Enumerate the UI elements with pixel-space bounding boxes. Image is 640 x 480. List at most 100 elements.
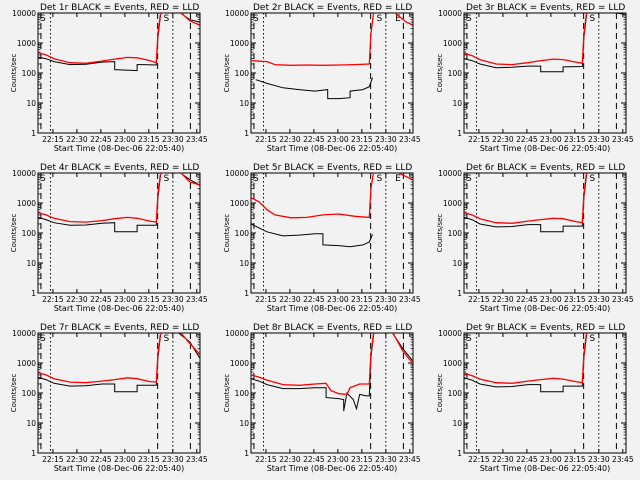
events-series-line: [464, 333, 588, 393]
x-axis-label: Start Time (08-Dec-06 22:05:40): [267, 144, 398, 153]
panel-title: Det 2r BLACK = Events, RED = LLD: [253, 3, 412, 13]
x-tick-label: 22:45: [303, 455, 325, 464]
x-tick-label: 23:00: [327, 295, 349, 304]
x-tick-label: 22:30: [492, 135, 514, 144]
x-tick-label: 22:30: [66, 295, 88, 304]
y-tick-label: 1: [457, 129, 462, 138]
y-tick-label: 10: [26, 99, 36, 108]
y-tick-label: 10000: [225, 329, 249, 338]
x-tick-label: 23:15: [564, 455, 586, 464]
segment-marker-label: S: [466, 174, 472, 184]
panel-title: Det 9r BLACK = Events, RED = LLD: [466, 323, 625, 333]
y-tick-label: 100: [22, 229, 37, 238]
segment-marker-label: S: [590, 14, 596, 24]
y-tick-label: 1000: [230, 39, 249, 48]
x-tick-label: 23:30: [162, 135, 184, 144]
x-axis-label: Start Time (08-Dec-06 22:05:40): [480, 304, 611, 313]
y-tick-label: 1000: [443, 39, 462, 48]
y-tick-label: 100: [448, 389, 463, 398]
y-tick-label: 10: [452, 419, 462, 428]
x-tick-label: 23:15: [564, 135, 586, 144]
x-tick-label: 23:30: [375, 135, 397, 144]
segment-marker-label: S: [40, 14, 46, 24]
y-tick-label: 1: [31, 449, 36, 458]
y-tick-label: 10: [239, 259, 249, 268]
events-series-line: [255, 77, 373, 100]
x-tick-label: 23:15: [138, 455, 160, 464]
x-tick-label: 23:00: [114, 455, 136, 464]
lld-series-line: [38, 13, 200, 64]
x-tick-label: 23:45: [399, 295, 421, 304]
x-axis-label: Start Time (08-Dec-06 22:05:40): [54, 144, 185, 153]
x-tick-label: 22:15: [255, 135, 277, 144]
x-tick-label: 23:45: [186, 295, 208, 304]
segment-marker-label: S: [466, 14, 472, 24]
y-tick-label: 10000: [12, 9, 36, 18]
x-tick-label: 22:45: [516, 135, 538, 144]
x-tick-label: 23:45: [399, 455, 421, 464]
y-axis-label: Counts/sec: [10, 54, 18, 93]
x-tick-label: 23:30: [588, 135, 610, 144]
panel-title: Det 7r BLACK = Events, RED = LLD: [40, 323, 199, 333]
segment-marker-label: E: [395, 174, 401, 184]
y-axis-label: Counts/sec: [223, 374, 231, 413]
y-tick-label: 1000: [443, 359, 462, 368]
x-tick-label: 23:45: [399, 135, 421, 144]
segment-marker-label: S: [377, 174, 383, 184]
panel-title: Det 6r BLACK = Events, RED = LLD: [466, 163, 625, 173]
x-tick-label: 23:15: [138, 295, 160, 304]
panel-title: Det 5r BLACK = Events, RED = LLD: [253, 163, 412, 173]
segment-marker-label: S: [253, 174, 259, 184]
lld-series-line: [464, 333, 588, 384]
y-tick-label: 1: [457, 289, 462, 298]
y-tick-label: 10: [26, 419, 36, 428]
x-tick-label: 22:15: [255, 455, 277, 464]
x-tick-label: 23:30: [375, 455, 397, 464]
x-axis-label: Start Time (08-Dec-06 22:05:40): [54, 464, 185, 473]
y-axis-label: Counts/sec: [223, 54, 231, 93]
x-tick-label: 22:30: [492, 295, 514, 304]
y-tick-label: 1000: [230, 359, 249, 368]
segment-marker-label: S: [590, 174, 596, 184]
events-series-line: [38, 333, 200, 393]
x-axis-label: Start Time (08-Dec-06 22:05:40): [54, 304, 185, 313]
panel-title: Det 3r BLACK = Events, RED = LLD: [466, 3, 625, 13]
x-tick-label: 23:45: [186, 455, 208, 464]
y-tick-label: 1000: [17, 39, 36, 48]
x-tick-label: 23:15: [351, 455, 373, 464]
segment-marker-label: S: [466, 334, 472, 344]
lld-series-line: [251, 13, 413, 66]
segment-marker-label: S: [40, 174, 46, 184]
y-tick-label: 10000: [438, 329, 462, 338]
x-tick-label: 23:00: [327, 135, 349, 144]
segment-marker-label: E: [395, 14, 401, 24]
y-tick-label: 1000: [443, 199, 462, 208]
x-tick-label: 23:45: [612, 135, 634, 144]
x-axis-label: Start Time (08-Dec-06 22:05:40): [480, 464, 611, 473]
x-tick-label: 22:15: [42, 135, 64, 144]
x-tick-label: 23:15: [351, 295, 373, 304]
lld-series-line: [251, 333, 413, 396]
x-tick-label: 22:15: [255, 295, 277, 304]
x-tick-label: 22:15: [42, 295, 64, 304]
lld-series-line: [251, 173, 413, 219]
events-series-line: [38, 173, 200, 233]
y-tick-label: 1000: [230, 199, 249, 208]
x-tick-label: 23:30: [375, 295, 397, 304]
x-tick-label: 23:45: [612, 455, 634, 464]
x-tick-label: 22:15: [42, 455, 64, 464]
lld-series-line: [38, 333, 200, 384]
y-tick-label: 100: [235, 229, 250, 238]
x-tick-label: 23:00: [540, 295, 562, 304]
x-tick-label: 23:00: [114, 135, 136, 144]
segment-marker-label: S: [590, 334, 596, 344]
x-tick-label: 22:15: [468, 455, 490, 464]
y-tick-label: 100: [235, 389, 250, 398]
